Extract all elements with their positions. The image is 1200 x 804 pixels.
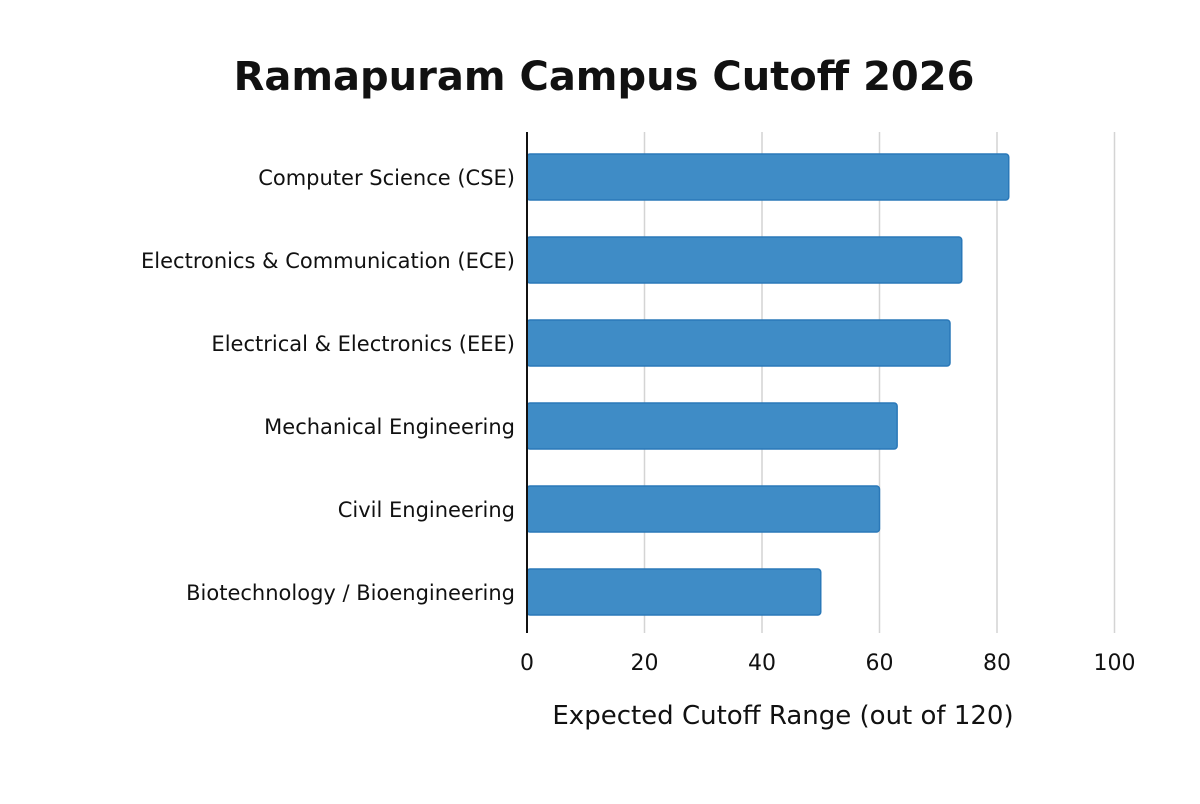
bar — [526, 402, 898, 450]
chart-title: Ramapuram Campus Cutoff 2026 — [234, 54, 975, 100]
x-tick-label: 60 — [866, 651, 894, 676]
bar — [526, 568, 822, 616]
x-tick-label: 0 — [520, 651, 534, 676]
bar — [526, 236, 963, 284]
x-tick-label: 20 — [631, 651, 659, 676]
bar — [526, 319, 951, 367]
x-tick-label: 100 — [1094, 651, 1136, 676]
category-label: Electronics & Communication (ECE) — [141, 249, 515, 273]
category-label: Civil Engineering — [338, 498, 515, 522]
bar — [526, 485, 881, 533]
category-label: Mechanical Engineering — [264, 415, 515, 439]
x-tick-label: 80 — [983, 651, 1011, 676]
x-tick-label: 40 — [748, 651, 776, 676]
x-axis-label: Expected Cutoff Range (out of 120) — [552, 701, 1013, 731]
category-label: Biotechnology / Bioengineering — [186, 581, 515, 605]
bar — [526, 153, 1010, 201]
category-label: Computer Science (CSE) — [258, 166, 515, 190]
category-label: Electrical & Electronics (EEE) — [211, 332, 515, 356]
